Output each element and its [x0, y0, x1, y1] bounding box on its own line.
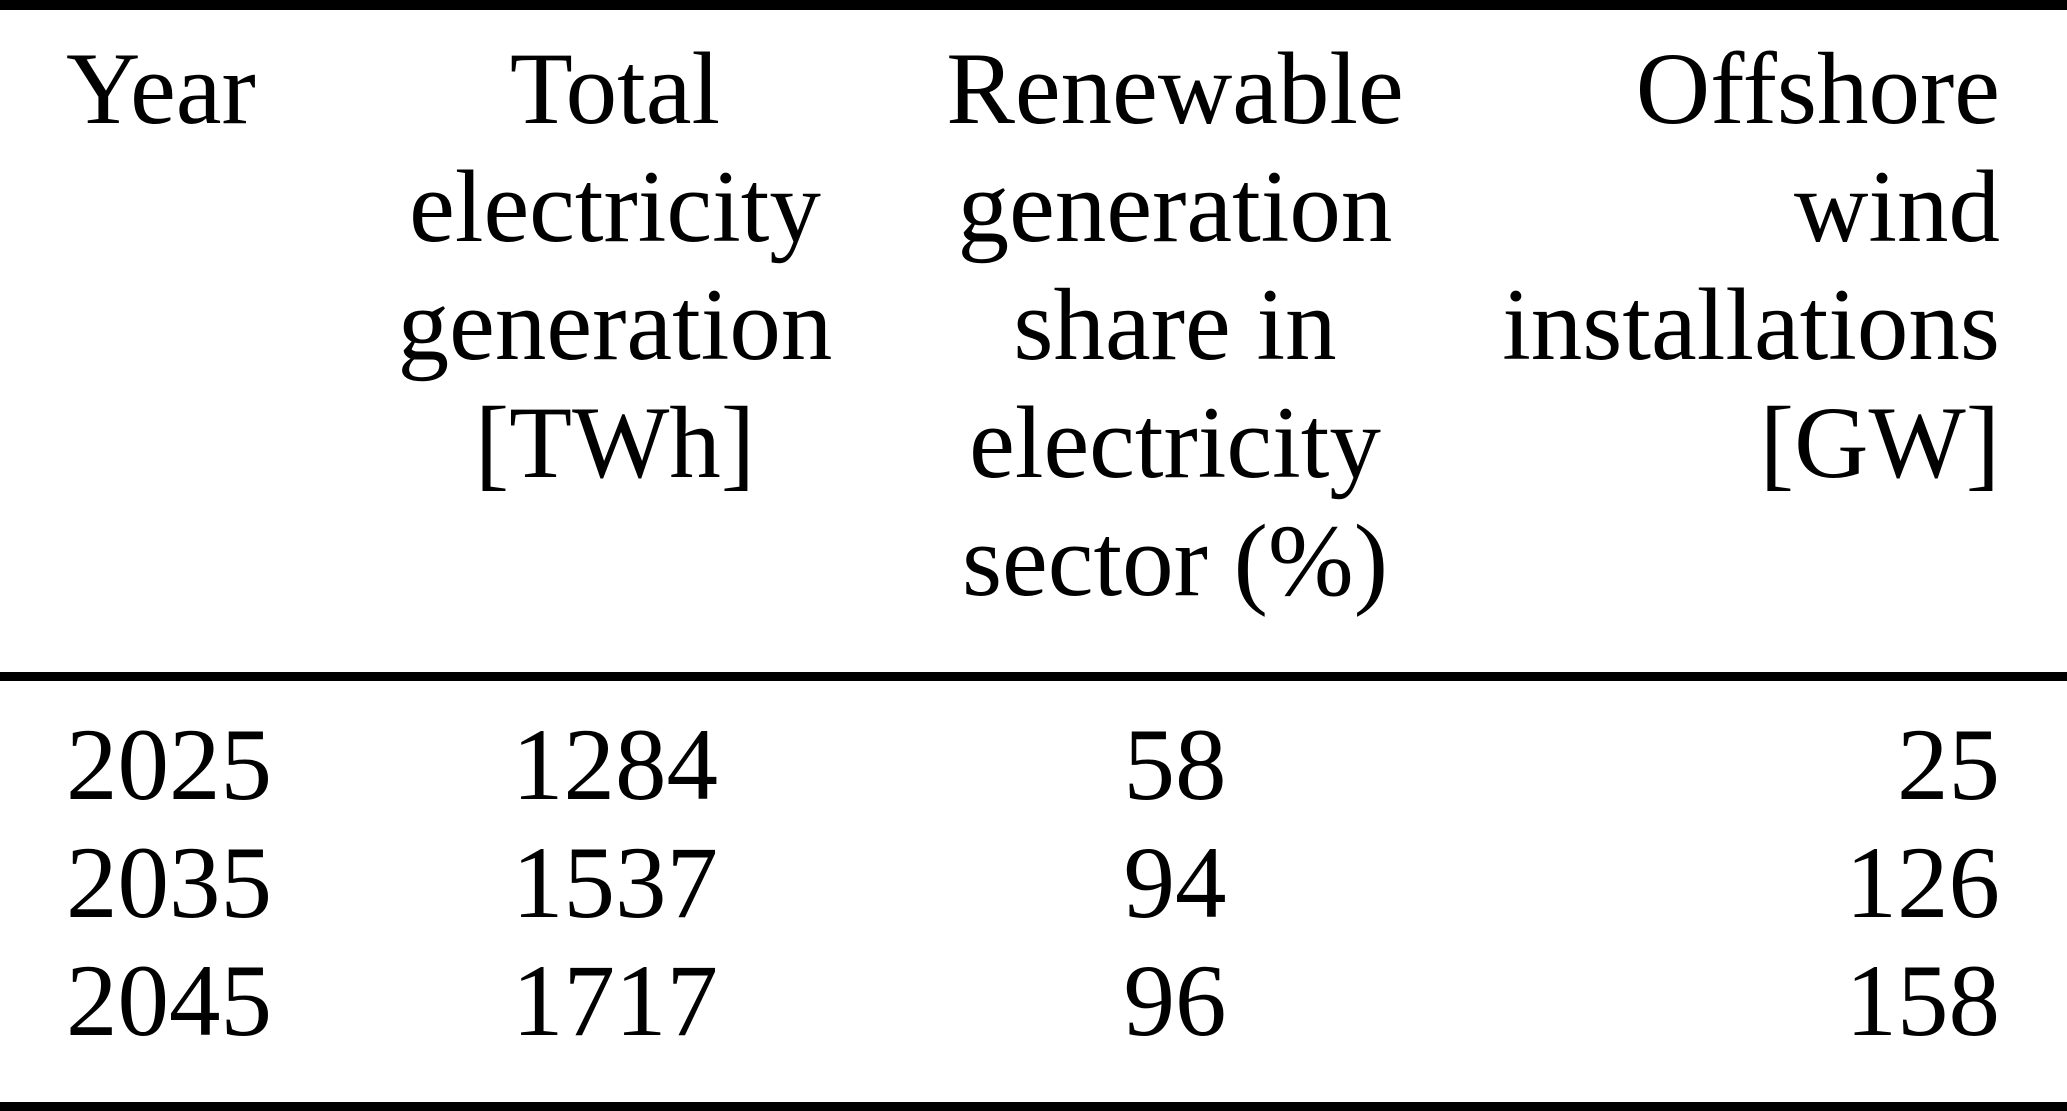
cell-total-electricity-generation: 1284 — [512, 708, 718, 822]
table-row: 2025 1284 58 25 — [0, 706, 2067, 824]
column-header-year: Year — [66, 32, 256, 146]
cell-renewable-generation-share: 96 — [1123, 944, 1227, 1058]
cell-renewable-generation-share: 58 — [1123, 708, 1227, 822]
column-header-total-electricity-generation: Total electricity generation [TWh] — [397, 32, 833, 500]
cell-total-electricity-generation: 1537 — [512, 826, 718, 940]
table-row: 2035 1537 94 126 — [0, 824, 2067, 942]
cell-offshore-wind-installations: 25 — [1897, 708, 2000, 822]
cell-year: 2045 — [66, 944, 272, 1058]
cell-year: 2025 — [66, 708, 272, 822]
cell-year: 2035 — [66, 826, 272, 940]
table-header-row: Year Total electricity generation [TWh] … — [0, 10, 2067, 672]
table-body: 2025 1284 58 25 2035 1537 94 126 2045 17… — [0, 681, 2067, 1102]
bottom-rule — [0, 1102, 2067, 1111]
table-row: 2045 1717 96 158 — [0, 942, 2067, 1060]
mid-rule — [0, 672, 2067, 681]
column-header-renewable-generation-share: Renewable generation share in electricit… — [946, 32, 1404, 618]
cell-offshore-wind-installations: 126 — [1845, 826, 2001, 940]
top-rule — [0, 0, 2067, 10]
cell-offshore-wind-installations: 158 — [1845, 944, 2001, 1058]
column-header-offshore-wind-installations: Offshore wind installations [GW] — [1502, 32, 2000, 500]
cell-total-electricity-generation: 1717 — [512, 944, 718, 1058]
cell-renewable-generation-share: 94 — [1123, 826, 1227, 940]
